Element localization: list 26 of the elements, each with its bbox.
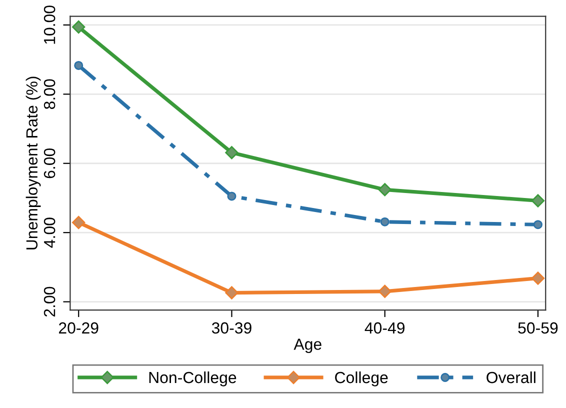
point [227,192,236,201]
point [225,146,238,160]
legend-label: Non-College [149,371,236,386]
point [378,284,392,298]
legend-label: College [335,371,388,386]
y-tick-label: 2.00 [44,286,56,317]
point [72,216,86,230]
y-axis-title: Unemployment Rate (%) [26,76,41,250]
y-tick-label: 6.00 [44,148,56,178]
point [225,286,238,300]
x-tick-label: 30-39 [212,322,252,334]
point [378,183,392,196]
point [72,20,86,34]
x-tick-label: 50-59 [518,322,558,334]
point [380,217,390,226]
point [531,194,545,208]
x-axis-title: Age [294,338,322,354]
point [74,60,84,70]
legend-label: Overall [486,371,536,384]
point [533,220,542,230]
y-tick-label: 10.00 [44,6,56,44]
point [531,272,545,285]
x-tick-label: 20-29 [58,322,98,334]
y-tick-label: 8.00 [44,79,56,110]
x-tick-label: 40-49 [364,322,405,334]
y-tick-label: 4.00 [44,218,56,248]
